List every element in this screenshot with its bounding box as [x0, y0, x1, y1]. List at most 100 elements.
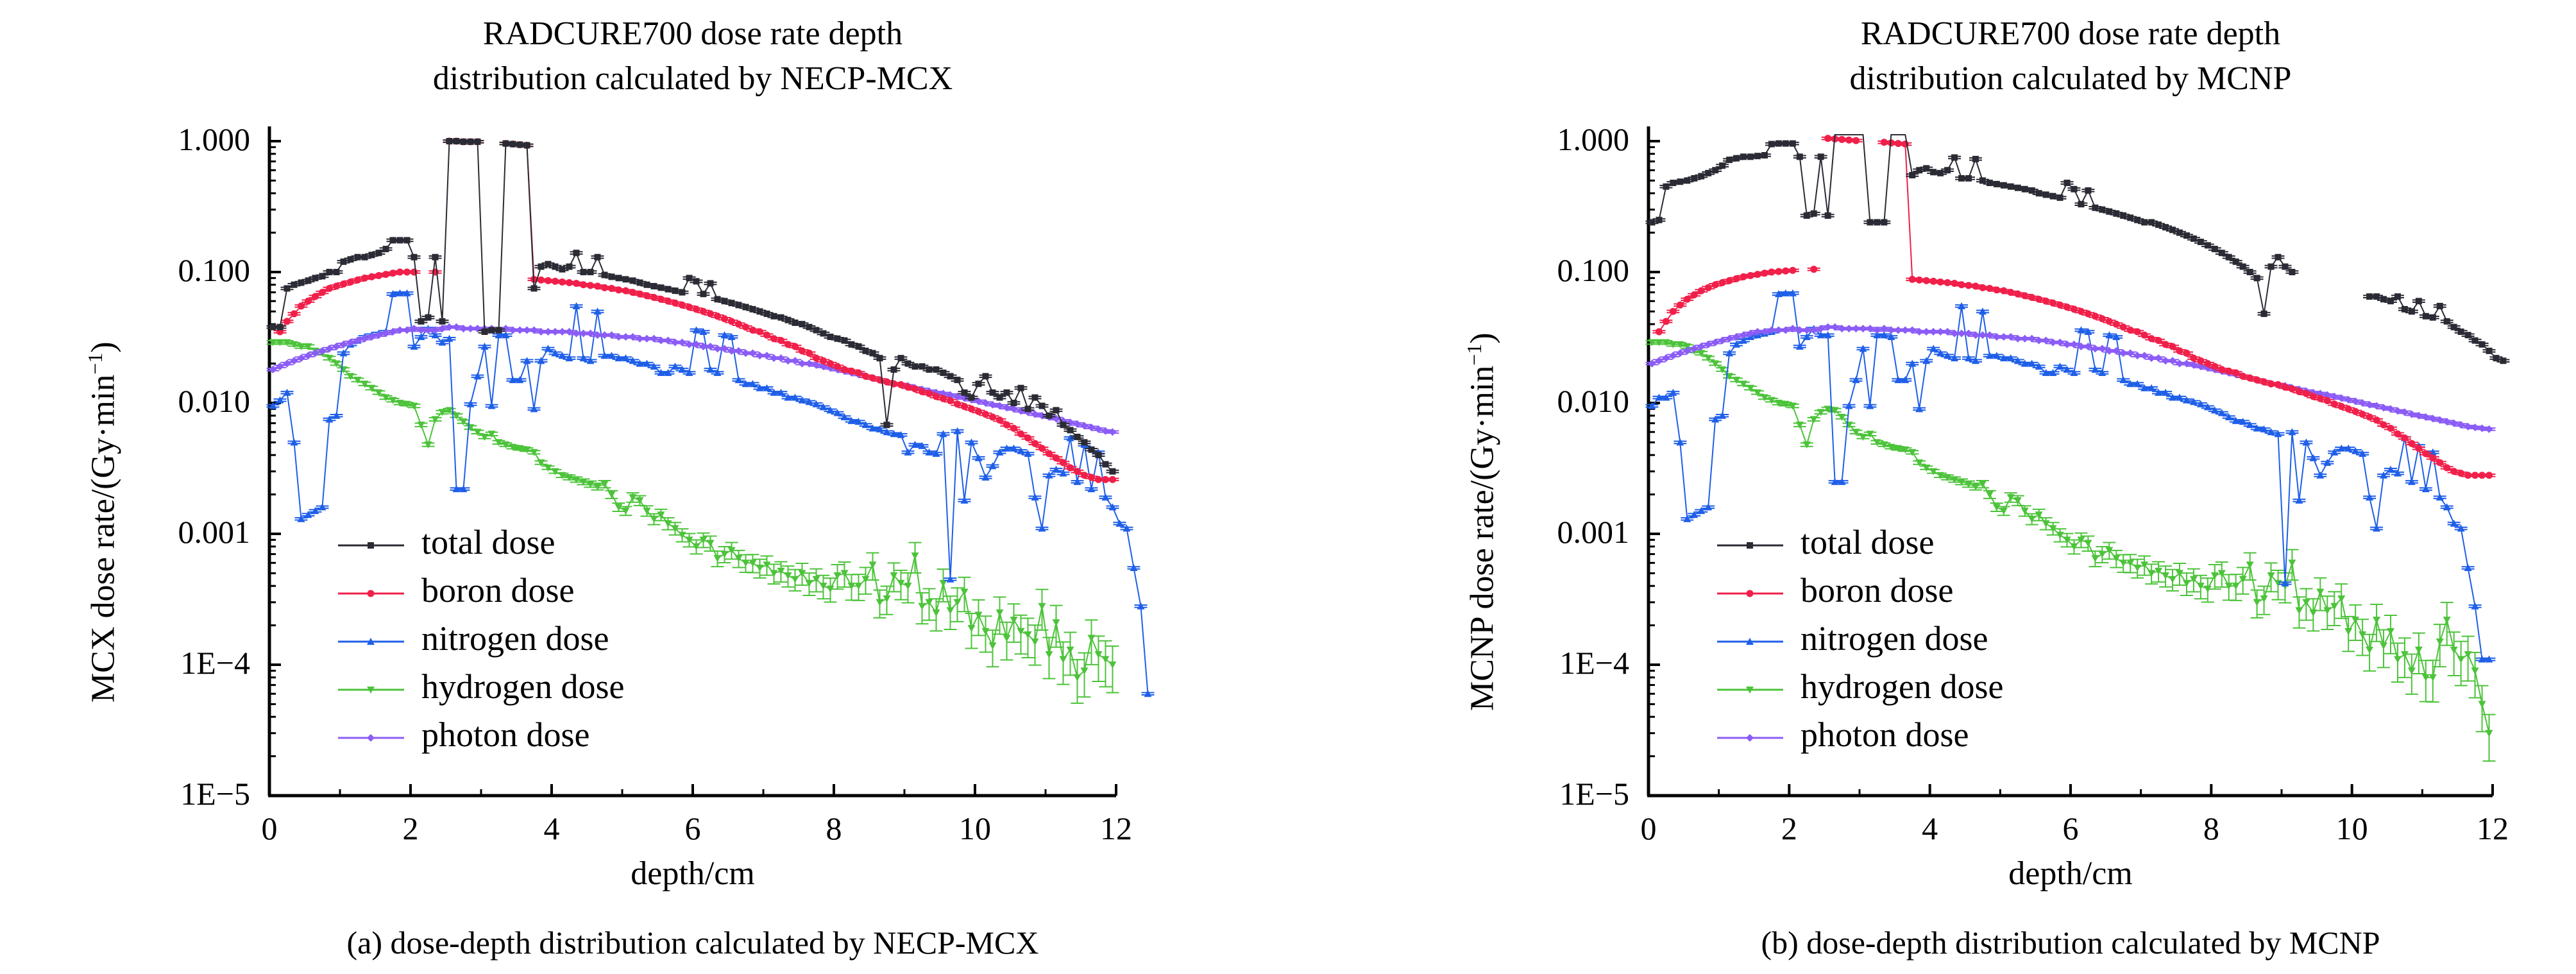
- data-point: [1887, 443, 1895, 451]
- data-point: [1662, 318, 1670, 325]
- data-point: [770, 354, 778, 363]
- data-point: [516, 141, 523, 148]
- data-point: [1774, 290, 1783, 298]
- data-point: [2134, 216, 2141, 223]
- data-point: [953, 392, 962, 400]
- data-point: [1719, 162, 1726, 169]
- data-point: [2077, 536, 2085, 544]
- data-point: [2133, 352, 2142, 360]
- data-point: [453, 138, 460, 144]
- data-point: [375, 389, 383, 397]
- data-point: [2366, 293, 2373, 300]
- data-point: [1908, 449, 1917, 456]
- data-point: [700, 307, 707, 315]
- data-point: [2078, 201, 2085, 208]
- data-point: [593, 307, 602, 315]
- data-point: [1101, 656, 1110, 663]
- data-point: [2436, 638, 2444, 646]
- data-point: [622, 276, 629, 283]
- data-point: [1795, 326, 1804, 334]
- series-nitrogen-dose: [266, 289, 1155, 697]
- data-point: [1010, 617, 1018, 624]
- data-point: [643, 508, 651, 515]
- data-point: [1655, 357, 1663, 365]
- data-point: [2049, 299, 2057, 307]
- data-point: [2429, 454, 2437, 462]
- data-point: [1986, 180, 1993, 187]
- data-point: [417, 422, 425, 429]
- data-point: [389, 397, 397, 404]
- panel-mcx: RADCURE700 dose rate depth distribution …: [433, 15, 953, 97]
- data-point: [1747, 153, 1754, 160]
- data-point: [403, 326, 411, 334]
- data-point: [1705, 169, 1712, 176]
- data-point: [1718, 336, 1727, 345]
- x-axis-label: depth/cm: [2008, 855, 2133, 892]
- data-point: [2400, 408, 2409, 416]
- data-point: [1698, 173, 1705, 180]
- data-point: [2394, 430, 2402, 438]
- data-point: [2323, 607, 2332, 615]
- data-point: [467, 138, 474, 145]
- data-point: [1964, 329, 1972, 337]
- data-point: [1972, 282, 1979, 290]
- data-point: [2196, 583, 2205, 590]
- data-point: [432, 253, 439, 261]
- data-point: [1024, 434, 1031, 442]
- data-point: [572, 329, 580, 337]
- data-point: [2450, 468, 2458, 475]
- data-point: [699, 343, 708, 351]
- data-point: [735, 320, 742, 328]
- data-point: [749, 380, 757, 388]
- data-point: [2183, 349, 2190, 357]
- data-point: [487, 431, 496, 438]
- data-point: [1712, 167, 1719, 174]
- data-point: [2330, 392, 2339, 400]
- data-point: [1754, 153, 1761, 160]
- data-point: [1038, 602, 1046, 610]
- data-point: [2035, 336, 2043, 345]
- data-point: [2457, 524, 2465, 532]
- data-point: [2443, 503, 2451, 511]
- data-point: [298, 279, 305, 286]
- data-point: [925, 448, 933, 456]
- data-point: [2092, 204, 2099, 211]
- data-point: [2218, 250, 2225, 257]
- chart-title-line2: distribution calculated by MCNP: [1849, 60, 2292, 97]
- data-point: [2070, 305, 2078, 313]
- data-point: [276, 396, 284, 404]
- data-point: [841, 366, 848, 373]
- data-point: [2056, 338, 2064, 346]
- data-point: [2239, 372, 2247, 380]
- data-point: [445, 334, 453, 342]
- data-point: [2436, 416, 2444, 424]
- series-photon-dose: [266, 323, 1119, 436]
- data-point: [2337, 394, 2346, 402]
- data-point: [2408, 440, 2416, 447]
- data-point: [777, 337, 784, 345]
- data-point: [904, 583, 912, 590]
- data-point: [2035, 190, 2042, 197]
- data-point: [1753, 328, 1761, 336]
- data-point: [1115, 519, 1124, 527]
- data-point: [1944, 328, 1952, 336]
- data-point: [946, 575, 954, 583]
- data-point: [967, 625, 976, 633]
- data-point: [784, 341, 792, 348]
- data-point: [2428, 448, 2437, 456]
- data-point: [2351, 407, 2359, 415]
- data-point: [438, 409, 446, 416]
- data-point: [495, 439, 503, 447]
- data-point: [1915, 328, 1924, 336]
- data-point: [1017, 384, 1024, 391]
- error-bar: [2440, 601, 2453, 646]
- data-point: [727, 332, 736, 340]
- data-point: [326, 269, 333, 275]
- data-point: [1866, 402, 1874, 409]
- data-point: [544, 328, 552, 336]
- data-point: [2316, 395, 2324, 402]
- data-point: [2267, 428, 2275, 436]
- data-point: [869, 374, 876, 382]
- data-point: [1965, 175, 1972, 182]
- data-point: [311, 349, 319, 357]
